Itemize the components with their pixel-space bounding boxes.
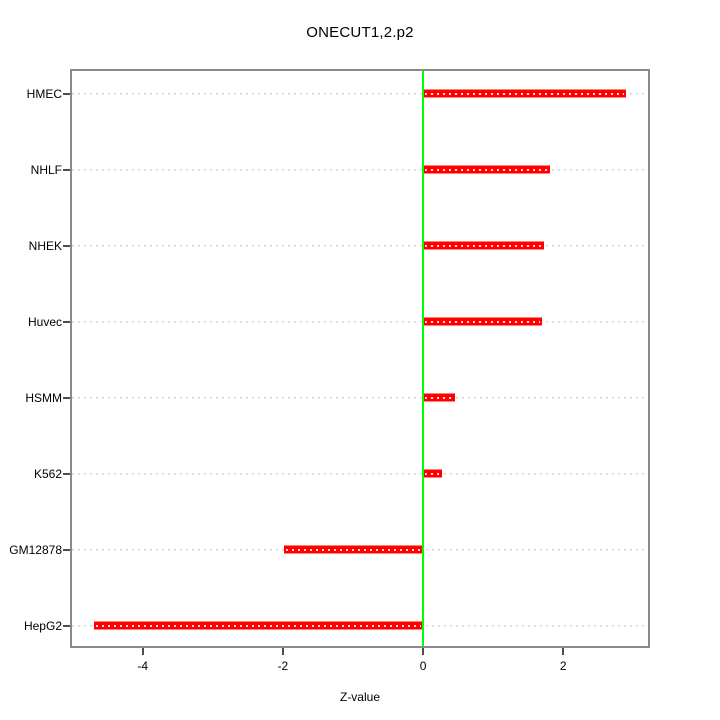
x-tick (141, 648, 144, 655)
gridline (72, 168, 648, 171)
bar (93, 621, 424, 630)
bar (423, 317, 543, 326)
gridline (72, 472, 648, 475)
gridline (72, 396, 648, 399)
bar (423, 469, 442, 478)
gridline (72, 244, 648, 247)
bar (284, 545, 424, 554)
bar-center-dots (425, 92, 625, 95)
y-tick (63, 396, 70, 399)
bar-center-dots (425, 168, 548, 171)
category-label: NHEK (28, 238, 62, 253)
gridline (72, 92, 648, 95)
bar-center-dots (425, 244, 543, 247)
bar-center-dots (286, 548, 422, 551)
y-tick (63, 624, 70, 627)
category-label: K562 (33, 466, 62, 481)
x-tick (562, 648, 565, 655)
x-tick-label: 0 (419, 659, 427, 673)
x-tick-label: -2 (277, 659, 289, 673)
category-label: HMEC (26, 86, 62, 101)
y-tick (63, 168, 70, 171)
y-tick (63, 92, 70, 95)
y-tick (63, 472, 70, 475)
zero-reference-line (422, 71, 425, 646)
category-label: HSMM (25, 390, 62, 405)
y-tick (63, 244, 70, 247)
y-tick (63, 320, 70, 323)
bar-center-dots (95, 624, 422, 627)
x-tick (422, 648, 425, 655)
plot-area: Z-value HMEC NHLF NHEK Huvec HSMM K562 GM12878… (9, 69, 650, 704)
bar-center-dots (425, 396, 454, 399)
bar-center-dots (425, 320, 541, 323)
chart-title: ONECUT1,2.p2 (306, 24, 414, 41)
gridline (72, 320, 648, 323)
x-tick-label: 2 (559, 659, 567, 673)
bar (423, 241, 545, 250)
bar (423, 393, 456, 402)
category-label: NHLF (30, 162, 62, 177)
bar (423, 165, 550, 174)
category-label: GM12878 (9, 542, 62, 557)
category-label: Huvec (27, 314, 62, 329)
x-tick (281, 648, 284, 655)
bar (423, 89, 627, 98)
category-label: HepG2 (23, 618, 62, 633)
y-tick (63, 548, 70, 551)
bar-center-dots (425, 472, 440, 475)
x-tick-label: -4 (137, 659, 149, 673)
x-axis-label: Z-value (339, 690, 380, 704)
